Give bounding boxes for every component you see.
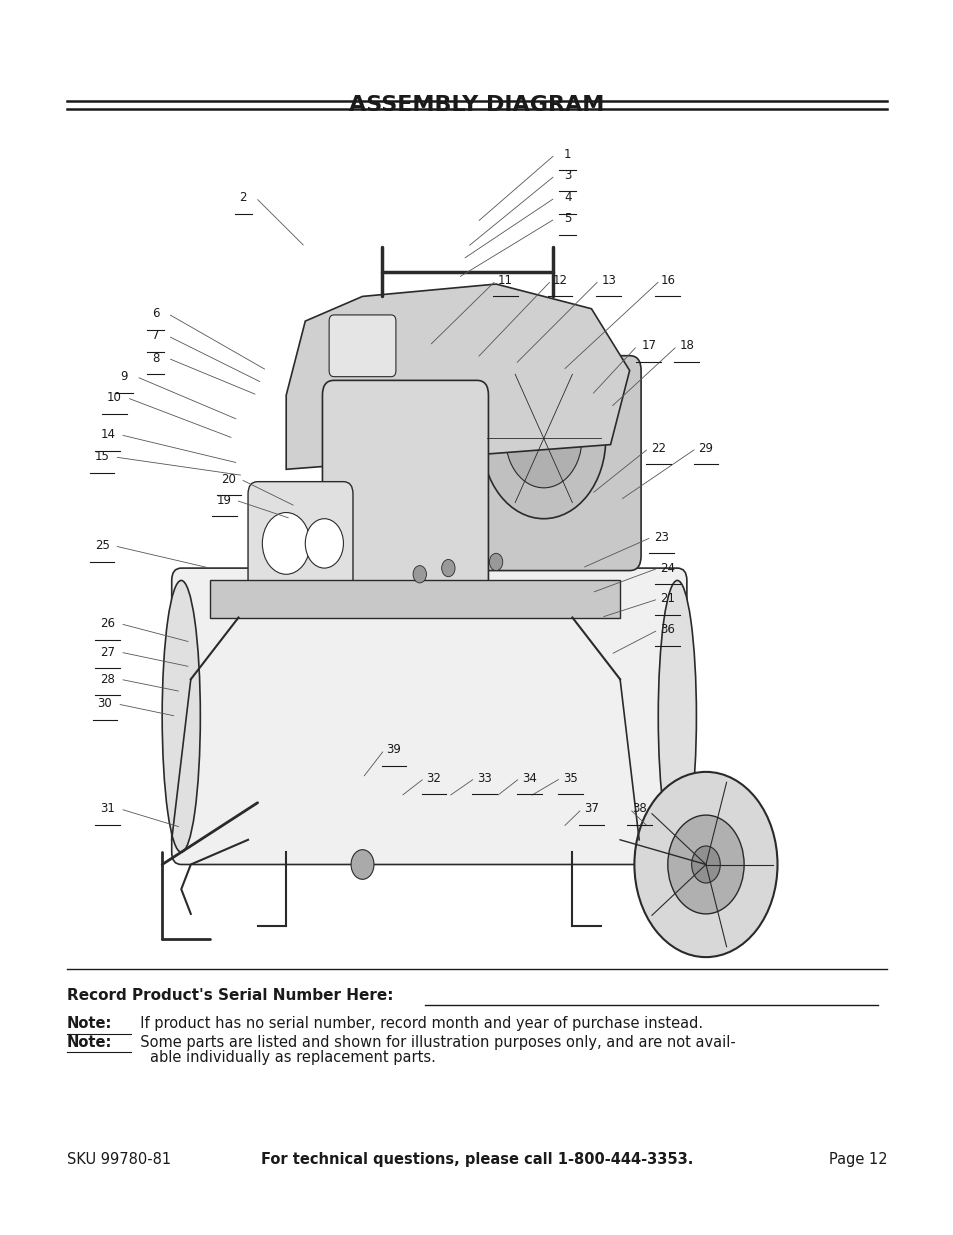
- Text: 12: 12: [552, 274, 567, 287]
- Text: 8: 8: [152, 352, 159, 364]
- Text: 14: 14: [100, 429, 115, 441]
- Circle shape: [667, 815, 743, 914]
- Ellipse shape: [658, 580, 696, 852]
- Text: 21: 21: [659, 593, 675, 605]
- Circle shape: [691, 846, 720, 883]
- Text: 2: 2: [239, 191, 247, 204]
- FancyBboxPatch shape: [446, 356, 640, 571]
- Text: 24: 24: [659, 562, 675, 574]
- Text: 4: 4: [563, 191, 571, 204]
- Circle shape: [441, 559, 455, 577]
- Polygon shape: [210, 580, 619, 618]
- Text: 25: 25: [94, 540, 110, 552]
- Text: 30: 30: [97, 698, 112, 710]
- Text: 37: 37: [583, 803, 598, 815]
- FancyBboxPatch shape: [248, 482, 353, 605]
- Text: 31: 31: [100, 803, 115, 815]
- Text: 23: 23: [653, 531, 668, 543]
- Text: 34: 34: [521, 772, 537, 784]
- Text: 29: 29: [698, 442, 713, 454]
- Text: able individually as replacement parts.: able individually as replacement parts.: [150, 1050, 436, 1065]
- Text: 7: 7: [152, 330, 159, 342]
- Text: 16: 16: [659, 274, 675, 287]
- Text: 19: 19: [216, 494, 232, 506]
- Text: Note:: Note:: [67, 1035, 112, 1050]
- Circle shape: [305, 519, 343, 568]
- Circle shape: [351, 850, 374, 879]
- Text: Note:: Note:: [67, 1016, 112, 1031]
- Text: 36: 36: [659, 624, 675, 636]
- Text: If product has no serial number, record month and year of purchase instead.: If product has no serial number, record …: [131, 1016, 702, 1031]
- FancyBboxPatch shape: [329, 315, 395, 377]
- Text: 33: 33: [476, 772, 492, 784]
- Text: 28: 28: [100, 673, 115, 685]
- Circle shape: [505, 389, 581, 488]
- Text: 39: 39: [386, 743, 401, 756]
- Text: 22: 22: [650, 442, 665, 454]
- Text: 9: 9: [120, 370, 128, 383]
- Text: 6: 6: [152, 308, 159, 320]
- Ellipse shape: [162, 580, 200, 852]
- Text: 17: 17: [640, 340, 656, 352]
- Text: For technical questions, please call 1-800-444-3353.: For technical questions, please call 1-8…: [260, 1152, 693, 1167]
- Text: Page 12: Page 12: [828, 1152, 886, 1167]
- Text: 32: 32: [426, 772, 441, 784]
- Text: 11: 11: [497, 274, 513, 287]
- Text: Record Product's Serial Number Here:: Record Product's Serial Number Here:: [67, 988, 393, 1003]
- Text: 10: 10: [107, 391, 122, 404]
- Circle shape: [413, 566, 426, 583]
- Text: Some parts are listed and shown for illustration purposes only, and are not avai: Some parts are listed and shown for illu…: [131, 1035, 735, 1050]
- FancyBboxPatch shape: [172, 568, 686, 864]
- Text: 35: 35: [562, 772, 578, 784]
- Circle shape: [262, 513, 310, 574]
- Text: 1: 1: [563, 148, 571, 161]
- Circle shape: [489, 553, 502, 571]
- Text: 13: 13: [600, 274, 616, 287]
- Text: 20: 20: [221, 473, 236, 485]
- Text: 5: 5: [563, 212, 571, 225]
- Text: ASSEMBLY DIAGRAM: ASSEMBLY DIAGRAM: [349, 95, 604, 115]
- Text: 3: 3: [563, 169, 571, 182]
- Text: 18: 18: [679, 340, 694, 352]
- Text: SKU 99780-81: SKU 99780-81: [67, 1152, 171, 1167]
- Text: 38: 38: [631, 803, 646, 815]
- Circle shape: [634, 772, 777, 957]
- Polygon shape: [286, 284, 629, 469]
- FancyBboxPatch shape: [322, 380, 488, 608]
- Circle shape: [481, 358, 605, 519]
- Text: 15: 15: [94, 451, 110, 463]
- Text: 26: 26: [100, 618, 115, 630]
- Text: 27: 27: [100, 646, 115, 658]
